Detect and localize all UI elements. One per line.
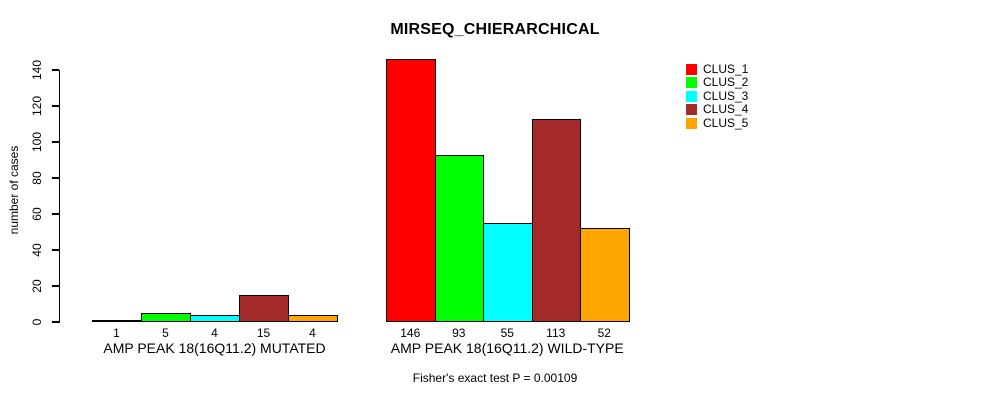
bar-clus_5 [288, 314, 338, 322]
bar-value-label: 1 [113, 326, 120, 340]
y-tick-label: 140 [30, 59, 44, 81]
chart-title: MIRSEQ_CHIERARCHICAL [390, 21, 600, 38]
bar-clus_3 [190, 314, 240, 322]
y-tick [51, 213, 59, 215]
bar-clus_1 [386, 59, 436, 322]
bar-clus_2 [434, 154, 484, 322]
bar-clus_2 [141, 313, 191, 322]
group-label: AMP PEAK 18(16Q11.2) WILD-TYPE [390, 340, 624, 356]
y-tick-label: 40 [30, 243, 44, 257]
bar-clus_4 [531, 118, 581, 322]
y-tick-label: 100 [30, 131, 44, 153]
legend-label: CLUS_1 [703, 62, 749, 76]
bar-value-label: 15 [256, 326, 271, 340]
bar-clus_3 [483, 223, 533, 322]
legend-swatch-icon [686, 104, 697, 116]
bar-value-label: 52 [597, 326, 611, 340]
bar-value-label: 4 [309, 326, 316, 340]
y-tick [51, 141, 59, 143]
y-tick [51, 285, 59, 287]
y-tick-label: 80 [30, 171, 44, 185]
y-axis-line [58, 70, 60, 323]
bar-value-label: 5 [162, 326, 169, 340]
bar-value-label: 55 [500, 326, 514, 340]
legend-label: CLUS_3 [703, 88, 749, 103]
y-tick [51, 321, 59, 323]
legend-swatch-icon [686, 64, 697, 75]
y-tick [51, 177, 59, 179]
legend-label: CLUS_2 [703, 75, 749, 90]
fisher-test-annotation: Fisher's exact test P = 0.00109 [412, 371, 578, 385]
group-label: AMP PEAK 18(16Q11.2) MUTATED [103, 340, 326, 356]
y-tick-label: 0 [30, 318, 44, 326]
bar-value-label: 93 [452, 326, 466, 340]
bar-clus_1 [92, 320, 142, 322]
bar-clus_4 [239, 295, 289, 322]
bar-value-label: 113 [546, 326, 566, 340]
bar-value-label: 146 [400, 326, 421, 340]
legend-label: CLUS_4 [703, 102, 749, 117]
legend-swatch-icon [686, 117, 697, 129]
y-axis-label: number of cases [7, 145, 21, 235]
bar-clus_5 [580, 228, 630, 322]
y-tick-label: 60 [30, 207, 44, 221]
bar-value-label: 4 [211, 326, 218, 340]
legend-swatch-icon [686, 77, 697, 89]
y-tick [51, 249, 59, 251]
y-tick-label: 20 [30, 279, 44, 293]
legend-swatch-icon [686, 90, 697, 102]
legend-label: CLUS_5 [703, 115, 749, 130]
y-tick-label: 120 [30, 95, 44, 117]
y-tick [51, 105, 59, 107]
y-tick [51, 69, 59, 71]
